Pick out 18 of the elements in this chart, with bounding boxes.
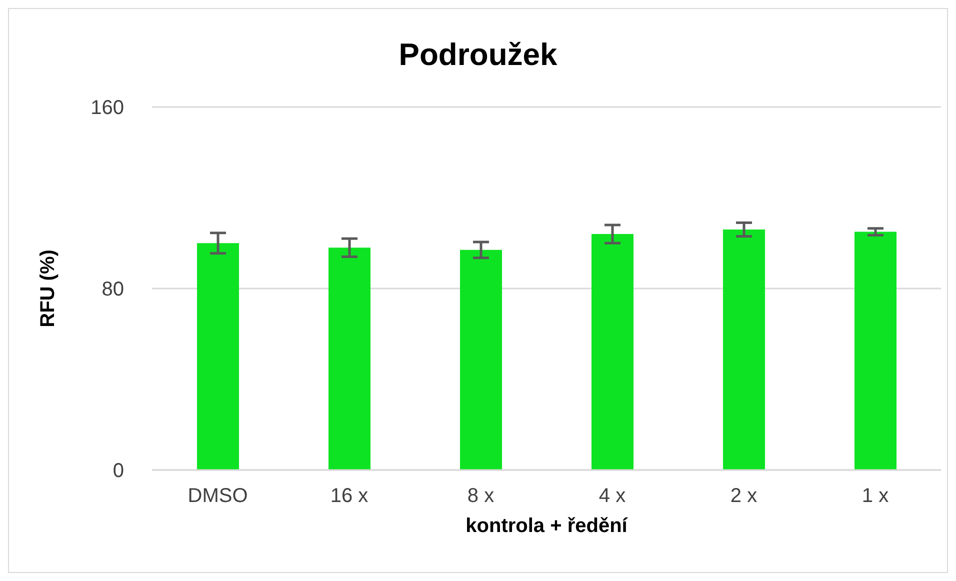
x-axis-title: kontrola + ředění — [466, 515, 629, 537]
bar — [328, 248, 370, 470]
y-tick-label: 80 — [102, 278, 124, 301]
x-tick-label: 1 x — [862, 485, 889, 508]
y-tick-label: 160 — [90, 97, 124, 120]
x-tick-label: DMSO — [188, 485, 248, 508]
bar — [197, 243, 239, 470]
x-tick-label: 2 x — [730, 485, 758, 508]
bar — [723, 230, 765, 470]
bar — [460, 250, 502, 470]
y-axis-title: RFU (%) — [37, 250, 60, 328]
y-tick-label: 0 — [112, 460, 124, 482]
bar — [854, 232, 896, 470]
bar — [592, 234, 634, 470]
x-tick-label: 4 x — [598, 485, 626, 508]
x-tick-label: 16 x — [330, 485, 368, 508]
chart-title: Podroužek — [398, 37, 558, 73]
x-tick-label: 8 x — [467, 485, 494, 508]
